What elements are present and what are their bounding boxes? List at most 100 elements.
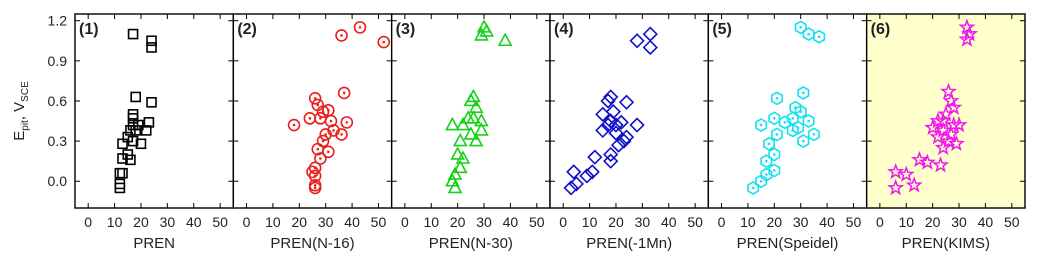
marker-shape	[563, 180, 579, 196]
marker-shape	[950, 116, 968, 133]
data-point	[563, 180, 579, 196]
data-point	[450, 146, 465, 160]
x-tick-label: 40	[819, 214, 835, 230]
marker-shape	[958, 18, 976, 35]
x-tick-label: 0	[84, 214, 92, 230]
data-point	[958, 18, 976, 35]
marker-shape	[463, 92, 479, 107]
marker-dot	[773, 153, 776, 156]
data-point	[316, 105, 330, 118]
data-point	[474, 122, 489, 136]
data-point	[939, 132, 958, 149]
marker-shape	[452, 159, 468, 174]
marker-shape	[468, 132, 484, 147]
x-tick-label: 50	[1004, 214, 1020, 230]
data-point	[760, 154, 773, 169]
x-tick-label: 20	[925, 214, 941, 230]
marker-shape	[140, 125, 152, 136]
marker-shape	[770, 127, 783, 142]
y-tick-label: 0.6	[48, 93, 68, 109]
marker-shape	[929, 112, 947, 129]
marker-shape	[786, 123, 799, 138]
data-point	[778, 115, 791, 130]
marker-shape	[931, 156, 950, 173]
marker-dot	[316, 103, 320, 107]
marker-shape	[939, 82, 958, 99]
data-point	[603, 89, 619, 105]
data-point	[324, 114, 338, 128]
data-point	[452, 159, 468, 174]
y-label-sub: pit	[20, 120, 31, 131]
marker-dot	[321, 139, 325, 143]
marker-dot	[329, 119, 333, 123]
marker-shape	[447, 179, 463, 194]
marker-shape	[760, 154, 773, 169]
data-point	[794, 104, 807, 119]
marker-shape	[934, 121, 952, 138]
marker-shape	[314, 152, 327, 165]
panel-label: (4)	[554, 21, 574, 38]
data-point	[887, 162, 905, 180]
data-point	[146, 35, 157, 47]
marker-dot	[791, 129, 795, 132]
data-point	[747, 181, 760, 195]
marker-shape	[117, 138, 128, 150]
data-point	[353, 21, 367, 34]
x-tick-label: 0	[876, 214, 884, 230]
marker-shape	[146, 97, 157, 108]
marker-dot	[775, 96, 779, 100]
data-point	[130, 125, 141, 136]
data-point	[770, 91, 783, 106]
y-label-part: , V	[11, 102, 28, 120]
marker-shape	[603, 153, 619, 169]
marker-shape	[945, 116, 963, 133]
data-point	[802, 27, 815, 41]
data-point	[468, 132, 484, 147]
panel-label: (2)	[237, 21, 257, 38]
x-tick-label: 50	[687, 214, 703, 230]
y-label-sub: SCE	[20, 81, 31, 102]
marker-shape	[778, 115, 791, 130]
marker-shape	[618, 129, 635, 145]
data-point	[135, 138, 147, 150]
data-point	[143, 117, 155, 128]
marker-shape	[610, 137, 627, 153]
data-point	[125, 154, 136, 166]
data-point	[140, 125, 152, 136]
marker-shape	[125, 154, 136, 166]
marker-dot	[791, 117, 795, 120]
marker-shape	[942, 91, 960, 109]
marker-shape	[755, 118, 768, 132]
marker-shape	[308, 91, 322, 105]
x-tick-label: 10	[423, 214, 439, 230]
marker-dot	[765, 159, 768, 163]
data-point	[127, 135, 139, 147]
marker-shape	[474, 122, 489, 136]
data-point	[770, 127, 783, 142]
data-point	[308, 169, 322, 183]
marker-dot	[358, 26, 362, 29]
marker-shape	[335, 29, 348, 42]
marker-shape	[327, 124, 340, 137]
marker-shape	[466, 110, 481, 124]
marker-shape	[445, 116, 460, 131]
data-point	[929, 112, 947, 129]
data-point	[566, 164, 582, 180]
marker-shape	[603, 89, 619, 105]
marker-shape	[127, 135, 139, 147]
marker-dot	[316, 147, 320, 151]
data-point	[629, 33, 645, 49]
panel-label: (5)	[712, 21, 732, 38]
marker-dot	[313, 183, 317, 187]
x-tick-label: 30	[318, 214, 334, 230]
marker-dot	[759, 123, 763, 127]
data-point	[335, 128, 348, 141]
panel-label: (1)	[79, 21, 99, 38]
data-point	[947, 134, 965, 152]
data-point	[618, 94, 635, 110]
data-point	[945, 116, 963, 133]
data-point	[603, 146, 619, 163]
marker-dot	[799, 26, 802, 29]
marker-shape	[813, 29, 826, 44]
marker-dot	[751, 186, 755, 190]
